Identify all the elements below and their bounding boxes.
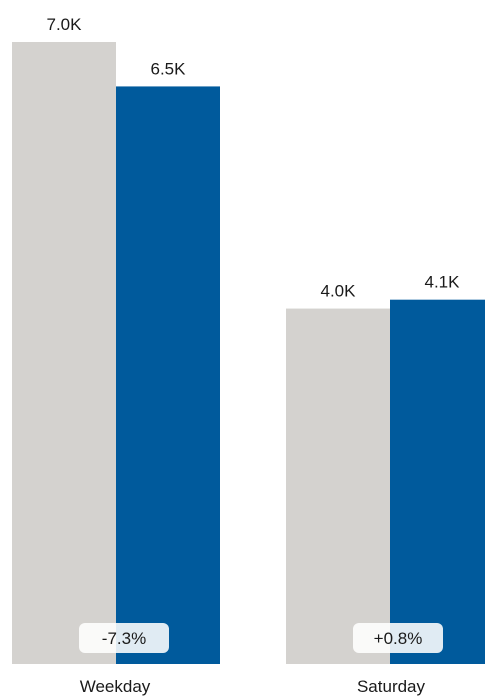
value-label-weekday-series-2: 6.5K [151,59,187,78]
value-label-weekday-series-1: 7.0K [47,15,83,34]
bar-saturday-series-1 [286,308,390,664]
value-label-saturday-series-1: 4.0K [321,282,357,301]
change-badge-saturday [353,623,443,653]
category-label-weekday: Weekday [80,677,151,696]
bar-weekday-series-1 [12,42,116,664]
change-badge-weekday [79,623,169,653]
change-label-weekday: -7.3% [102,629,146,648]
bar-weekday-series-2 [116,86,220,664]
bar-saturday-series-2 [390,299,485,664]
category-label-saturday: Saturday [357,677,426,696]
value-label-saturday-series-2: 4.1K [425,273,461,292]
change-label-saturday: +0.8% [374,629,423,648]
